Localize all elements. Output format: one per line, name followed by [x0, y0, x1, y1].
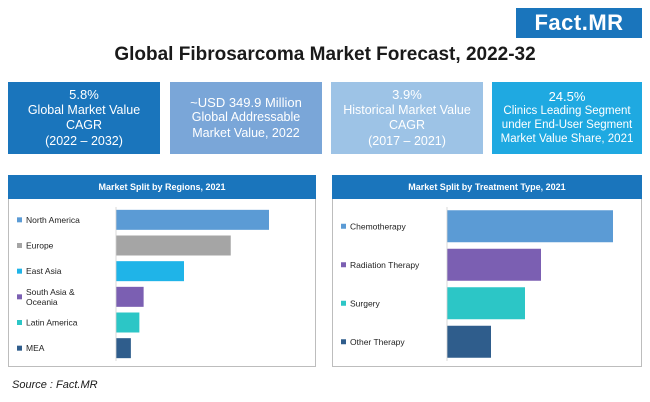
- bar-chemotherapy: [447, 210, 613, 243]
- kpi-sub: (2017 – 2021): [368, 133, 446, 148]
- kpi-label: Historical Market Value CAGR: [343, 102, 471, 133]
- regions-bar-chart: North America Europe East Asia South Asia &…: [17, 207, 269, 361]
- legend-marker-surgery: [341, 300, 346, 306]
- legend-marker-east-asia: [17, 268, 22, 274]
- kpi-value: ~USD 349.9 Million: [190, 94, 302, 110]
- bar-other-therapy: [447, 325, 491, 358]
- legend-marker-north-america: [17, 217, 22, 223]
- bar-radiation-therapy: [447, 248, 541, 281]
- legend-marker-chemotherapy: [341, 223, 346, 229]
- treatment-bar-chart: Chemotherapy Radiation Therapy Surgery Othe…: [341, 207, 613, 361]
- kpi-card-cagr: 5.8% Global Market Value CAGR (2022 – 20…: [8, 82, 160, 154]
- bar-south-asia-oceania: [116, 286, 144, 307]
- category-label-east-asia: East Asia: [26, 266, 62, 276]
- category-label-other-therapy: Other Therapy: [350, 337, 405, 347]
- kpi-label: Global Market Value CAGR: [27, 102, 141, 133]
- category-label-chemotherapy: Chemotherapy: [350, 221, 407, 231]
- kpi-card-clinics-share: 24.5% Clinics Leading Segment under End-…: [492, 82, 642, 154]
- category-label-surgery: Surgery: [350, 298, 381, 308]
- treatment-chart-panel: Chemotherapy Radiation Therapy Surgery Othe…: [332, 199, 642, 367]
- regions-chart-title: Market Split by Regions, 2021: [8, 175, 316, 199]
- category-label-north-america: North America: [26, 215, 80, 225]
- legend-marker-latin-america: [17, 320, 22, 325]
- category-label-europe: Europe: [26, 241, 54, 251]
- legend-marker-mea: [17, 345, 22, 351]
- bar-north-america: [116, 209, 269, 230]
- kpi-label: Global Addressable Market Value, 2022: [191, 110, 301, 140]
- regions-chart-panel: North America Europe East Asia South Asia &…: [8, 199, 316, 367]
- kpi-value: 3.9%: [392, 87, 422, 102]
- bar-surgery: [447, 287, 525, 320]
- kpi-card-market-value: ~USD 349.9 Million Global Addressable Ma…: [170, 82, 322, 154]
- kpi-value: 5.8%: [69, 87, 99, 102]
- bar-mea: [116, 338, 131, 359]
- bar-europe: [116, 235, 231, 256]
- legend-marker-other-therapy: [341, 339, 346, 345]
- source-note: Source : Fact.MR: [12, 379, 98, 391]
- legend-marker-radiation-therapy: [341, 262, 346, 268]
- category-label-radiation-therapy: Radiation Therapy: [350, 260, 420, 270]
- legend-marker-south-asia-oceania: [17, 294, 22, 300]
- kpi-card-historical-cagr: 3.9% Historical Market Value CAGR (2017 …: [331, 82, 483, 154]
- page-title: Global Fibrosarcoma Market Forecast, 202…: [114, 44, 536, 65]
- bar-latin-america: [116, 312, 140, 333]
- treatment-chart-title: Market Split by Treatment Type, 2021: [332, 175, 642, 199]
- kpi-label: Clinics Leading Segment under End-User S…: [500, 105, 634, 145]
- category-label-latin-america: Latin America: [26, 318, 78, 328]
- category-label-mea: MEA: [26, 343, 45, 353]
- factmr-logo: Fact.MR: [516, 8, 642, 38]
- category-label-south-asia-oceania: South Asia & Oceania: [26, 287, 75, 307]
- kpi-sub: (2022 – 2032): [45, 133, 123, 148]
- legend-marker-europe: [17, 243, 22, 248]
- bar-east-asia: [116, 261, 184, 282]
- kpi-value: 24.5%: [548, 89, 586, 104]
